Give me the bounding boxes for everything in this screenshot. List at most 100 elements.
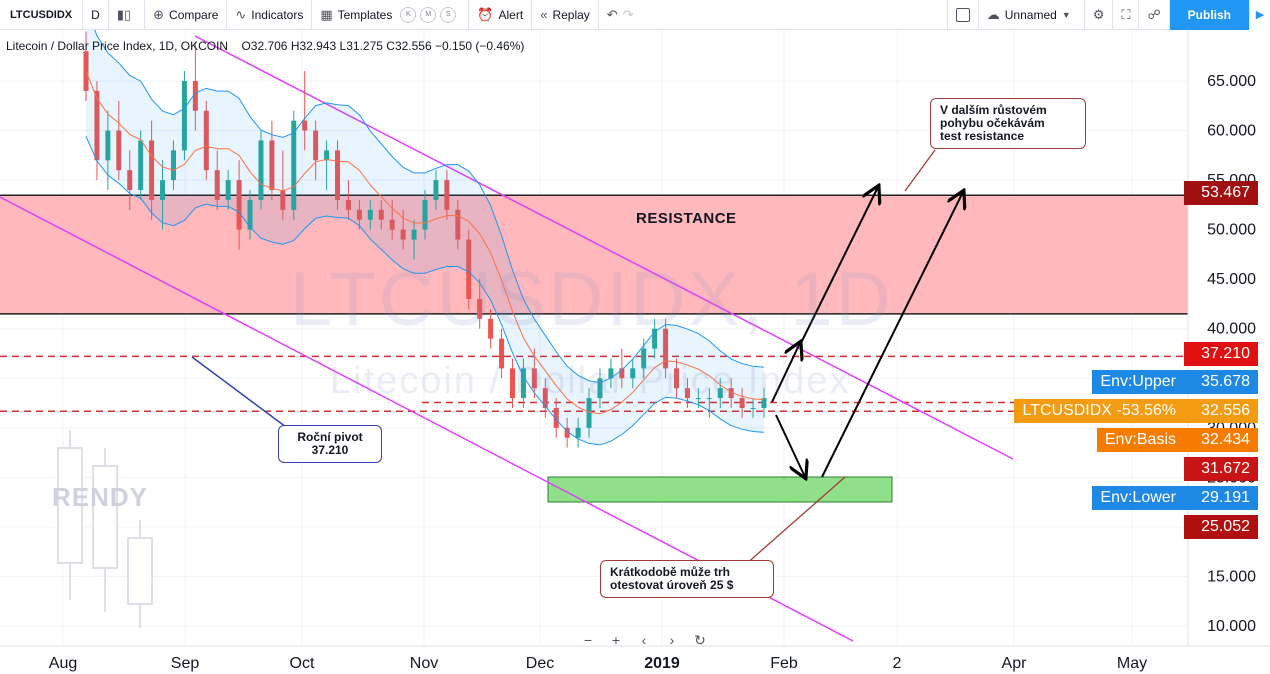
price-chart[interactable]: 65.00060.00055.00050.00045.00040.00035.0… xyxy=(0,30,1270,674)
legend-low: L31.275 xyxy=(339,39,383,53)
snapshot-button[interactable]: ☍ xyxy=(1139,0,1170,30)
x-tick-label: Apr xyxy=(1002,655,1028,672)
candle-body xyxy=(105,130,111,161)
candle-body xyxy=(411,229,417,240)
forecast-arrow xyxy=(775,414,805,477)
y-tick-label: 15.000 xyxy=(1207,568,1256,585)
publish-button[interactable]: Publish xyxy=(1169,0,1249,30)
replay-label: Replay xyxy=(552,7,590,22)
forecast-arrow xyxy=(799,187,878,346)
alert-button[interactable]: ⏰ Alert xyxy=(469,0,533,30)
candle-body xyxy=(553,408,559,428)
candle-body xyxy=(597,378,603,399)
scroll-left-icon[interactable]: ‹ xyxy=(641,632,647,648)
price-tag-label: Env:Basis xyxy=(1096,428,1184,452)
y-tick-label: 40.000 xyxy=(1207,321,1256,338)
price-tag-value: 32.434 xyxy=(1184,428,1258,452)
pivot-note[interactable]: Roční pivot 37.210 xyxy=(278,425,382,463)
undo-redo: ↶ ↷ xyxy=(599,0,647,30)
candle-body xyxy=(761,398,767,408)
redo-icon[interactable]: ↷ xyxy=(622,6,634,22)
logo-candle xyxy=(127,537,153,605)
envelope-lower xyxy=(85,136,765,446)
x-tick-label: Nov xyxy=(410,655,438,672)
indicators-button[interactable]: ∿ Indicators xyxy=(227,0,313,30)
scroll-right-icon[interactable]: › xyxy=(669,632,675,648)
price-tag-label: LTCUSDIDX -53.56% xyxy=(1014,399,1184,423)
alarm-clock-icon: ⏰ xyxy=(477,6,494,22)
templates-icon: ▦ xyxy=(320,6,333,22)
candle-body xyxy=(455,209,461,240)
price-tag-value: 31.672 xyxy=(1184,457,1258,481)
envelope-fill xyxy=(86,30,764,445)
candle-body xyxy=(149,140,155,200)
x-tick-label: 2 xyxy=(893,655,902,672)
candle-body xyxy=(291,120,297,210)
candle-body xyxy=(477,299,483,319)
interval-label: D xyxy=(91,7,100,22)
candle-body xyxy=(466,239,472,299)
compare-button[interactable]: ⊕ Compare xyxy=(145,0,228,30)
template-m-button[interactable]: M xyxy=(420,6,437,23)
square-icon xyxy=(955,7,970,22)
candle-body xyxy=(433,180,439,200)
envelope-upper xyxy=(94,30,765,384)
legend-open: O32.706 xyxy=(241,39,288,53)
pivot-pointer xyxy=(191,356,291,431)
candle-body xyxy=(608,368,614,379)
legend-title: Litecoin / Dollar Price Index, 1D, OKCOI… xyxy=(6,39,229,53)
layout-name: Unnamed xyxy=(1004,7,1057,22)
x-tick-label: Dec xyxy=(526,655,554,672)
gear-icon: ⚙ xyxy=(1092,6,1105,22)
candle-body xyxy=(160,180,166,200)
brand-logo: RENDY xyxy=(52,482,149,512)
interval-button[interactable]: D xyxy=(83,0,109,30)
templates-button[interactable]: ▦ Templates K M S xyxy=(312,0,470,30)
legend-high: H32.943 xyxy=(290,39,337,53)
candle-body xyxy=(192,81,198,111)
candle-body xyxy=(247,199,253,230)
candle-body xyxy=(324,150,330,161)
short-term-note[interactable]: Krátkodobě může trh otestovat úroveň 25 … xyxy=(600,560,774,598)
candle-body xyxy=(400,229,406,240)
channel-upper-line xyxy=(194,35,1014,460)
candle-body xyxy=(170,150,176,181)
template-k-button[interactable]: K xyxy=(400,6,417,23)
play-icon[interactable]: ▶ xyxy=(1249,0,1270,30)
logo-candle xyxy=(57,447,83,564)
chart-nav-bar: − + ‹ › ↻ xyxy=(578,632,710,649)
select-layout-checkbox[interactable] xyxy=(946,0,979,30)
undo-icon[interactable]: ↶ xyxy=(606,6,618,22)
candle-body xyxy=(116,130,122,171)
zoom-out-icon[interactable]: − xyxy=(583,632,593,648)
candle-body xyxy=(728,388,734,399)
short-term-line-1: Krátkodobě může trh xyxy=(610,565,731,579)
candle-body xyxy=(586,398,592,428)
reset-chart-icon[interactable]: ↻ xyxy=(694,632,706,648)
rewind-icon: « xyxy=(540,7,548,22)
pivot-line-1: Roční pivot xyxy=(297,430,363,444)
candle-body xyxy=(706,398,712,400)
chart-legend: Litecoin / Dollar Price Index, 1D, OKCOI… xyxy=(6,39,524,53)
candle-body xyxy=(280,190,286,210)
price-tag-value: 29.191 xyxy=(1184,486,1258,510)
template-s-button[interactable]: S xyxy=(440,6,457,23)
envelope-basis xyxy=(85,70,765,415)
replay-button[interactable]: « Replay xyxy=(532,0,599,30)
symbol-search-button[interactable]: LTCUSDIDX xyxy=(0,0,84,30)
alert-label: Alert xyxy=(498,7,524,22)
outlook-note[interactable]: V dalším růstovém pohybu očekávám test r… xyxy=(930,98,1086,149)
candle-body xyxy=(750,408,756,409)
short-term-pointer xyxy=(744,476,846,566)
layout-menu-button[interactable]: ☁ Unnamed ▼ xyxy=(979,0,1085,30)
y-tick-label: 45.000 xyxy=(1207,271,1256,288)
zoom-in-icon[interactable]: + xyxy=(611,632,621,648)
fullscreen-button[interactable]: ⛶ xyxy=(1113,0,1140,30)
settings-button[interactable]: ⚙ xyxy=(1085,0,1114,30)
candle-body xyxy=(127,170,133,190)
x-tick-label: Oct xyxy=(290,655,315,672)
chart-style-button[interactable]: ▮▯ xyxy=(109,0,146,30)
y-tick-label: 60.000 xyxy=(1207,123,1256,140)
outlook-line-1: V dalším růstovém xyxy=(940,103,1047,117)
candle-body xyxy=(225,180,231,200)
